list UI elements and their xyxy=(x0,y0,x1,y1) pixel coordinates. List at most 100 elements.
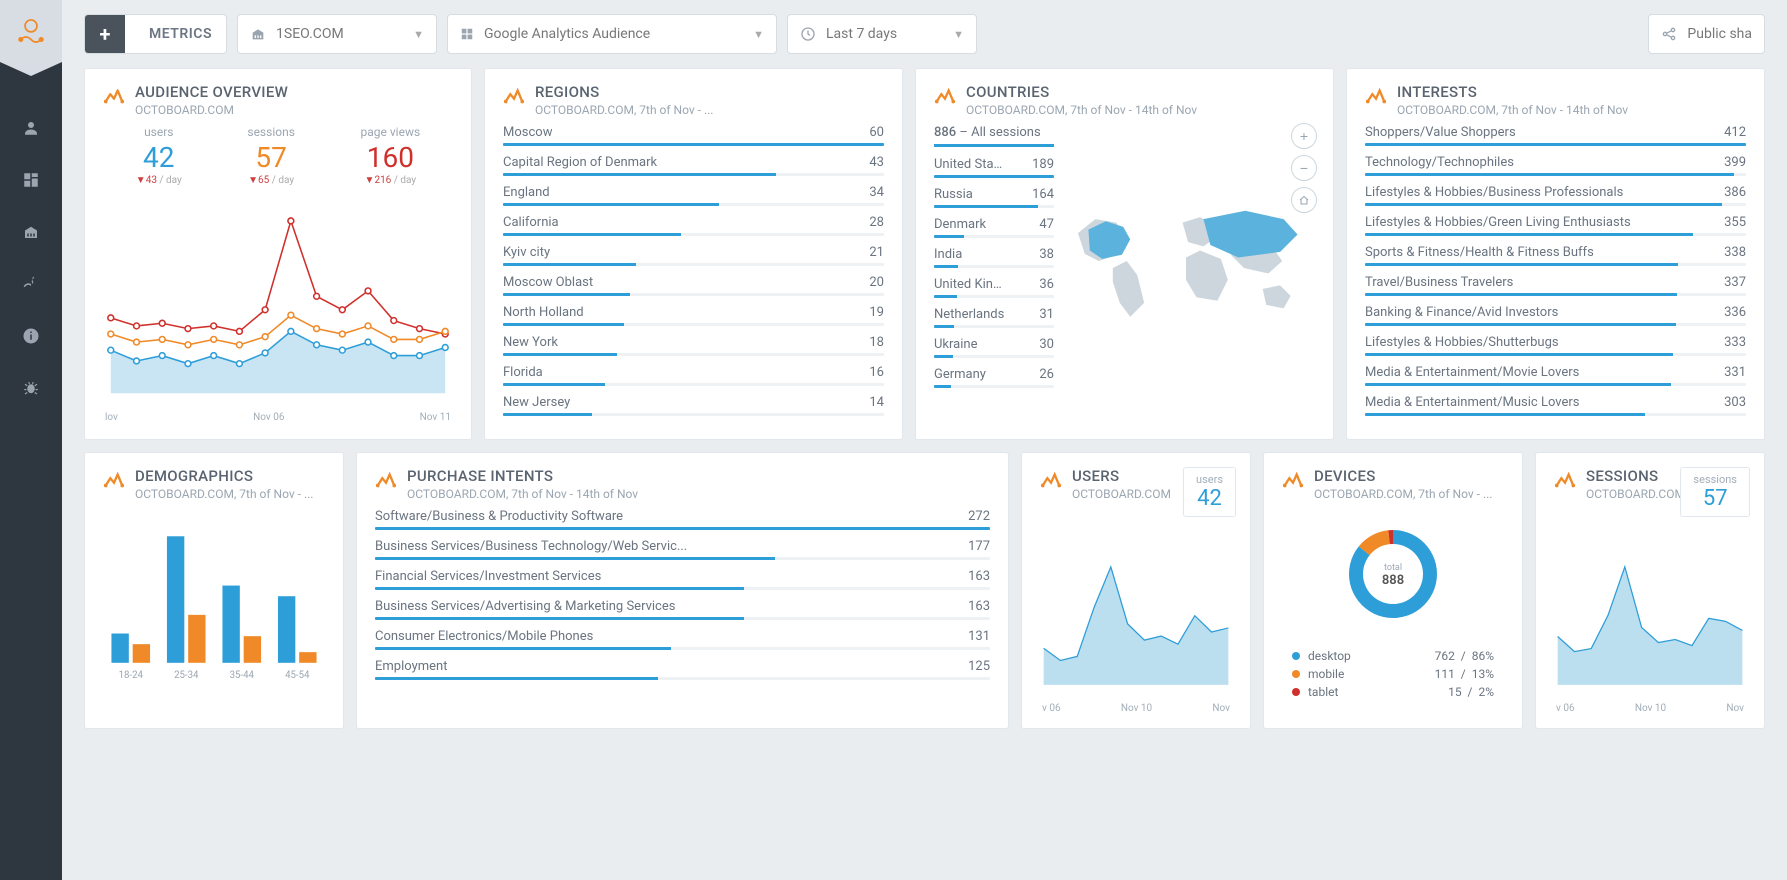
users-subtitle: OCTOBOARD.COM xyxy=(1072,487,1171,501)
list-item[interactable]: Germany26 xyxy=(934,367,1054,388)
list-item[interactable]: Russia164 xyxy=(934,187,1054,208)
map-zoom-in-button[interactable]: + xyxy=(1291,123,1317,149)
ga-icon xyxy=(1282,469,1304,491)
regions-subtitle: OCTOBOARD.COM, 7th of Nov - ... xyxy=(535,103,713,117)
list-item[interactable]: England34 xyxy=(503,185,884,206)
source-label: Google Analytics Audience xyxy=(484,26,650,42)
sidebar-item-debug[interactable] xyxy=(0,362,62,414)
sessions-subtitle: OCTOBOARD.COM xyxy=(1586,487,1685,501)
regions-title: REGIONS xyxy=(535,83,713,101)
devices-subtitle: OCTOBOARD.COM, 7th of Nov - ... xyxy=(1314,487,1492,501)
ga-icon xyxy=(1040,469,1062,491)
list-item[interactable]: North Holland19 xyxy=(503,305,884,326)
sidebar-item-info[interactable] xyxy=(0,310,62,362)
list-item[interactable]: Banking & Finance/Avid Investors336 xyxy=(1365,305,1746,326)
list-item[interactable]: India38 xyxy=(934,247,1054,268)
metric-page-views: page views160▼216 / day xyxy=(361,125,421,186)
map-home-button[interactable] xyxy=(1291,187,1317,213)
list-item[interactable]: United King...36 xyxy=(934,277,1054,298)
sidebar-item-profile[interactable] xyxy=(0,102,62,154)
demographics-bar-chart: 18-2425-3435-4445-54 xyxy=(103,517,325,687)
chevron-down-icon: ▼ xyxy=(753,28,764,41)
users-badge: users 42 xyxy=(1183,467,1236,517)
list-item[interactable]: Denmark47 xyxy=(934,217,1054,238)
card-sessions: SESSIONS OCTOBOARD.COM sessions 57 v 06N… xyxy=(1535,452,1765,729)
card-purchase-intents: PURCHASE INTENTS OCTOBOARD.COM, 7th of N… xyxy=(356,452,1009,729)
demographics-title: DEMOGRAPHICS xyxy=(135,467,313,485)
list-item[interactable]: Business Services/Advertising & Marketin… xyxy=(375,599,990,620)
sidebar-item-org[interactable] xyxy=(0,206,62,258)
card-users: USERS OCTOBOARD.COM users 42 v 06Nov 10N… xyxy=(1021,452,1251,729)
sidebar xyxy=(0,0,62,880)
legend-item: mobile111 / 13% xyxy=(1282,665,1504,683)
list-item[interactable]: California28 xyxy=(503,215,884,236)
site-selector[interactable]: 1SEO.COM ▼ xyxy=(237,14,437,54)
list-item[interactable]: Lifestyles & Hobbies/Shutterbugs333 xyxy=(1365,335,1746,356)
sessions-area-chart xyxy=(1554,545,1746,695)
metrics-label: METRICS xyxy=(135,26,226,42)
map-zoom-out-button[interactable]: − xyxy=(1291,155,1317,181)
card-demographics: DEMOGRAPHICS OCTOBOARD.COM, 7th of Nov -… xyxy=(84,452,344,729)
card-countries: COUNTRIES OCTOBOARD.COM, 7th of Nov - 14… xyxy=(915,68,1334,440)
plus-icon: + xyxy=(85,14,125,54)
ga-icon xyxy=(103,469,125,491)
legend-item: tablet15 / 2% xyxy=(1282,683,1504,701)
list-item[interactable]: Moscow Oblast20 xyxy=(503,275,884,296)
list-item[interactable]: Sports & Fitness/Health & Fitness Buffs3… xyxy=(1365,245,1746,266)
overview-subtitle: OCTOBOARD.COM xyxy=(135,103,288,117)
card-audience-overview: AUDIENCE OVERVIEW OCTOBOARD.COM users42▼… xyxy=(84,68,472,440)
list-item[interactable]: Consumer Electronics/Mobile Phones131 xyxy=(375,629,990,650)
ga-icon xyxy=(375,469,397,491)
list-item[interactable]: Travel/Business Travelers337 xyxy=(1365,275,1746,296)
list-item[interactable]: Netherlands31 xyxy=(934,307,1054,328)
card-regions: REGIONS OCTOBOARD.COM, 7th of Nov - ... … xyxy=(484,68,903,440)
purchase-title: PURCHASE INTENTS xyxy=(407,467,638,485)
list-item[interactable]: Financial Services/Investment Services16… xyxy=(375,569,990,590)
list-item[interactable]: New Jersey14 xyxy=(503,395,884,416)
ga-icon xyxy=(1365,85,1387,107)
list-item[interactable]: Technology/Technophiles399 xyxy=(1365,155,1746,176)
app-logo[interactable] xyxy=(0,0,62,62)
range-label: Last 7 days xyxy=(826,26,897,42)
countries-total: 886 – All sessions xyxy=(934,125,1054,147)
list-item[interactable]: Media & Entertainment/Movie Lovers331 xyxy=(1365,365,1746,386)
date-range-selector[interactable]: Last 7 days ▼ xyxy=(787,14,977,54)
card-interests: INTERESTS OCTOBOARD.COM, 7th of Nov - 14… xyxy=(1346,68,1765,440)
share-label: Public sha xyxy=(1687,26,1752,42)
source-selector[interactable]: Google Analytics Audience ▼ xyxy=(447,14,777,54)
world-map[interactable] xyxy=(1064,125,1315,397)
list-item[interactable]: Florida16 xyxy=(503,365,884,386)
users-area-chart xyxy=(1040,545,1232,695)
legend-item: desktop762 / 86% xyxy=(1282,647,1504,665)
list-item[interactable]: Lifestyles & Hobbies/Business Profession… xyxy=(1365,185,1746,206)
list-item[interactable]: Ukraine30 xyxy=(934,337,1054,358)
demographics-subtitle: OCTOBOARD.COM, 7th of Nov - ... xyxy=(135,487,313,501)
devices-title: DEVICES xyxy=(1314,467,1492,485)
list-item[interactable]: New York18 xyxy=(503,335,884,356)
ga-icon xyxy=(103,85,125,107)
list-item[interactable]: Employment125 xyxy=(375,659,990,680)
list-item[interactable]: Shoppers/Value Shoppers412 xyxy=(1365,125,1746,146)
top-toolbar: + METRICS 1SEO.COM ▼ Google Analytics Au… xyxy=(84,0,1765,68)
chevron-down-icon: ▼ xyxy=(413,28,424,41)
sidebar-item-dashboard[interactable] xyxy=(0,154,62,206)
sessions-badge: sessions 57 xyxy=(1680,467,1750,517)
site-label: 1SEO.COM xyxy=(276,26,344,42)
list-item[interactable]: Moscow60 xyxy=(503,125,884,146)
list-item[interactable]: Lifestyles & Hobbies/Green Living Enthus… xyxy=(1365,215,1746,236)
list-item[interactable]: Media & Entertainment/Music Lovers303 xyxy=(1365,395,1746,416)
list-item[interactable]: United Stat...189 xyxy=(934,157,1054,178)
svg-text:18-24: 18-24 xyxy=(119,670,144,681)
building-icon xyxy=(250,26,266,42)
list-item[interactable]: Software/Business & Productivity Softwar… xyxy=(375,509,990,530)
list-item[interactable]: Business Services/Business Technology/We… xyxy=(375,539,990,560)
clock-icon xyxy=(800,26,816,42)
list-item[interactable]: Capital Region of Denmark43 xyxy=(503,155,884,176)
sidebar-item-integrations[interactable] xyxy=(0,258,62,310)
share-icon xyxy=(1661,26,1677,42)
share-button[interactable]: Public sha xyxy=(1648,14,1765,54)
countries-subtitle: OCTOBOARD.COM, 7th of Nov - 14th of Nov xyxy=(966,103,1197,117)
card-devices: DEVICES OCTOBOARD.COM, 7th of Nov - ... … xyxy=(1263,452,1523,729)
list-item[interactable]: Kyiv city21 xyxy=(503,245,884,266)
add-metrics-button[interactable]: + METRICS xyxy=(84,14,227,54)
